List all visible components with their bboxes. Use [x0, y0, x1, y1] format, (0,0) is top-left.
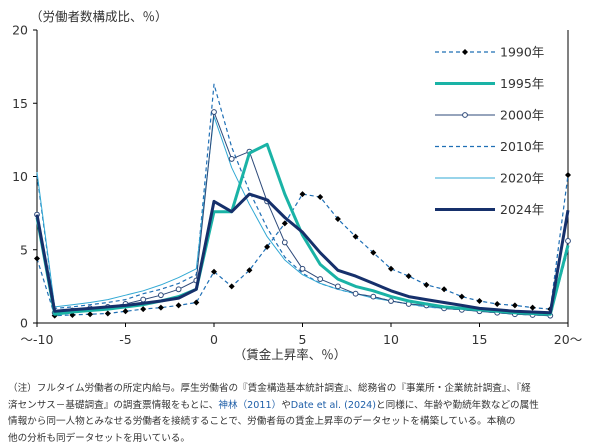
- footnote-line-3: 情報から同一人物とみなせる労働者を接続することで、労働者毎の賃金上昇率のデータセ…: [8, 414, 596, 431]
- series-line: [37, 84, 568, 316]
- series-line: [37, 112, 568, 316]
- x-tick-label: 0: [210, 332, 218, 347]
- series-2010年: [37, 84, 568, 316]
- series-2024年: [37, 194, 568, 313]
- data-point: [318, 277, 323, 282]
- legend-label: 1995年: [500, 76, 544, 91]
- data-point: [336, 284, 341, 289]
- data-point: [212, 110, 217, 115]
- legend-label: 2024年: [500, 202, 544, 217]
- x-tick-label: 5: [299, 332, 307, 347]
- data-point: [123, 308, 129, 314]
- data-point: [300, 266, 305, 271]
- legend-label: 1990年: [500, 45, 544, 60]
- data-point: [176, 287, 181, 292]
- footnote-text-2a: 済センサス－基礎調査』の調査票情報をもとに、: [8, 400, 218, 411]
- y-axis-label: （労働者数構成比、％）: [30, 9, 168, 24]
- footnote: （注）フルタイム労働者の所定内給与。厚生労働省の『賃金構造基本統計調査』、総務省…: [8, 381, 596, 447]
- series-line: [37, 116, 568, 315]
- data-point: [441, 286, 447, 292]
- legend-label: 2000年: [500, 108, 544, 123]
- legend-marker: [462, 49, 468, 55]
- data-point: [353, 291, 358, 296]
- data-point: [229, 157, 234, 162]
- legend-item: 2010年: [435, 139, 544, 154]
- data-point: [371, 294, 376, 299]
- x-axis-label: （賃金上昇率、％）: [234, 347, 347, 362]
- wage-growth-distribution-chart: 0 5 10 15 20 ～-10 -5 0 5 10 15 20～ 1990年 1995年 2000年 2…: [0, 0, 600, 380]
- chart-legend: 1990年 1995年 2000年 2010年 2020年 2024年: [435, 45, 544, 218]
- legend-item: 2024年: [435, 202, 544, 217]
- series-1990年: [34, 172, 571, 319]
- data-point: [300, 191, 306, 197]
- legend-item: 1990年: [435, 45, 544, 60]
- footnote-reference-kambayashi[interactable]: 神林（2011）: [218, 400, 281, 411]
- data-point: [565, 172, 571, 178]
- data-point: [158, 305, 164, 311]
- data-point: [494, 301, 500, 307]
- series-line: [37, 144, 568, 314]
- data-point: [176, 302, 182, 308]
- data-point: [459, 294, 465, 300]
- footnote-text-1: フルタイム労働者の所定内給与。厚生労働省の『賃金構造基本統計調査』、総務省の『事…: [37, 383, 531, 394]
- data-point: [477, 298, 483, 304]
- y-tick-label: 5: [20, 242, 28, 257]
- data-point: [389, 299, 394, 304]
- data-point: [229, 283, 235, 289]
- y-tick-label: 20: [12, 23, 28, 38]
- chart-axes: 0 5 10 15 20 ～-10 -5 0 5 10 15 20～: [12, 23, 582, 348]
- footnote-reference-date[interactable]: Date et al. (2024): [291, 400, 376, 411]
- series-line: [37, 194, 568, 313]
- footnote-prefix: （注）: [8, 383, 37, 394]
- data-point: [282, 240, 287, 245]
- legend-item: 2000年: [435, 108, 544, 123]
- data-point: [530, 305, 536, 311]
- series-2020年: [37, 116, 568, 315]
- data-point: [282, 220, 288, 226]
- footnote-text-2b: や: [281, 400, 291, 411]
- y-tick-label: 0: [20, 316, 28, 331]
- data-point: [193, 299, 199, 305]
- data-point: [406, 273, 412, 279]
- series-layer: [34, 84, 571, 318]
- data-point: [141, 297, 146, 302]
- y-tick-label: 10: [12, 169, 28, 184]
- legend-label: 2010年: [500, 139, 544, 154]
- x-tick-label: -5: [119, 332, 131, 347]
- series-2000年: [35, 110, 571, 318]
- data-point: [34, 256, 40, 262]
- x-tick-label: 10: [383, 332, 399, 347]
- footnote-line-1: （注）フルタイム労働者の所定内給与。厚生労働省の『賃金構造基本統計調査』、総務省…: [8, 381, 596, 398]
- footnote-line-2: 済センサス－基礎調査』の調査票情報をもとに、神林（2011）やDate et a…: [8, 398, 596, 415]
- data-point: [423, 282, 429, 288]
- legend-item: 2020年: [435, 171, 544, 186]
- x-tick-label: ～-10: [21, 332, 54, 347]
- y-tick-label: 15: [12, 96, 28, 111]
- x-tick-label: 15: [472, 332, 488, 347]
- data-point: [159, 293, 164, 298]
- legend-marker: [463, 113, 468, 118]
- legend-item: 1995年: [435, 76, 544, 91]
- legend-label: 2020年: [500, 171, 544, 186]
- x-tick-label: 20～: [554, 332, 582, 347]
- data-point: [317, 194, 323, 200]
- data-point: [566, 239, 571, 244]
- footnote-text-2c: と同様に、年齢や勤続年数などの属性: [376, 400, 539, 411]
- data-point: [512, 302, 518, 308]
- data-point: [140, 306, 146, 312]
- series-1995年: [37, 144, 568, 314]
- data-point: [105, 310, 111, 316]
